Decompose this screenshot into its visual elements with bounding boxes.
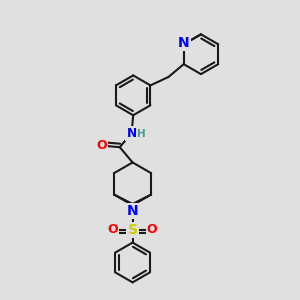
Text: N: N	[127, 204, 138, 218]
Text: O: O	[96, 139, 107, 152]
Text: N: N	[126, 127, 137, 140]
Text: O: O	[147, 223, 157, 236]
Text: H: H	[137, 129, 146, 139]
Text: N: N	[178, 36, 190, 50]
Text: O: O	[108, 223, 119, 236]
Text: S: S	[128, 223, 138, 237]
